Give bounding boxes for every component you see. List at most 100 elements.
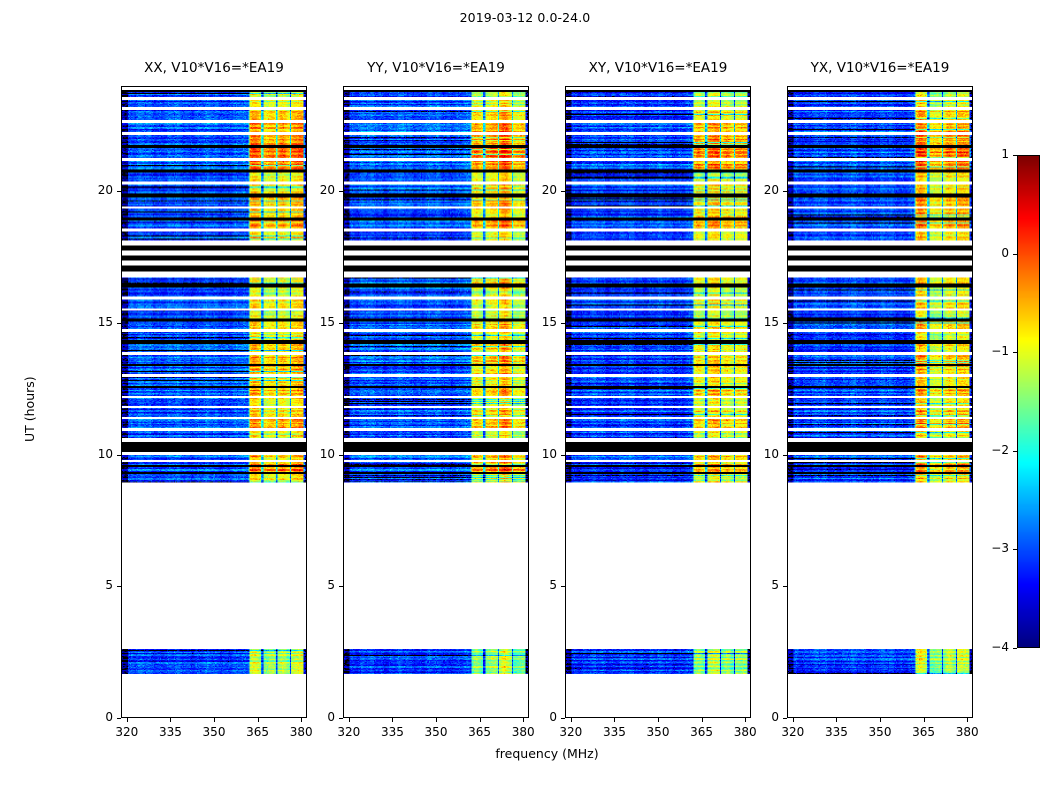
y-tick-mark (783, 718, 787, 719)
y-tick-label: 0 (105, 710, 113, 724)
x-tick-label: 350 (424, 725, 448, 739)
x-tick-label: 320 (781, 725, 805, 739)
waterfall-panel-yy[interactable] (343, 86, 529, 718)
x-tick-label: 365 (468, 725, 492, 739)
y-tick-mark (561, 191, 565, 193)
y-tick-label: 10 (541, 446, 557, 461)
y-tick-label: 0 (549, 710, 557, 724)
colorbar-tick-label: 1 (1001, 147, 1009, 161)
waterfall-panel-xx[interactable] (121, 86, 307, 718)
x-tick-mark (348, 718, 350, 722)
x-tick-mark (967, 718, 969, 722)
panel-title-yy: YY, V10*V16=*EA19 (367, 60, 505, 76)
x-tick-label: 335 (380, 725, 404, 739)
panel-title-xy: XY, V10*V16=*EA19 (588, 60, 728, 76)
y-tick-mark (117, 191, 121, 193)
y-tick-mark (339, 323, 343, 324)
waterfall-image (788, 87, 972, 717)
x-tick-mark (126, 718, 128, 722)
colorbar-tick-mark (1013, 253, 1017, 255)
colorbar-tick-label: 0 (1001, 245, 1009, 260)
colorbar-tick-label: −3 (991, 541, 1009, 556)
y-tick-label: 10 (319, 446, 335, 461)
y-tick-label: 15 (763, 315, 779, 329)
x-tick-label: 320 (337, 725, 361, 739)
x-tick-label: 335 (158, 725, 182, 739)
x-tick-label: 335 (602, 725, 626, 739)
y-tick-label: 10 (97, 446, 113, 461)
colorbar-tick-mark (1013, 648, 1017, 649)
y-tick-label: 20 (319, 183, 335, 198)
x-tick-mark (257, 718, 259, 722)
y-tick-label: 5 (327, 578, 335, 593)
y-tick-label: 20 (541, 183, 557, 198)
y-tick-mark (339, 586, 343, 588)
y-tick-label: 15 (541, 315, 557, 329)
colorbar-tick-mark (1013, 450, 1017, 452)
y-tick-label: 10 (763, 446, 779, 461)
x-tick-label: 380 (955, 725, 979, 739)
x-tick-label: 350 (646, 725, 670, 739)
y-tick-mark (561, 323, 565, 324)
x-tick-mark (570, 718, 572, 722)
y-tick-mark (783, 323, 787, 324)
x-tick-label: 350 (202, 725, 226, 739)
y-tick-label: 5 (771, 578, 779, 593)
waterfall-image (122, 87, 306, 717)
waterfall-panel-yx[interactable] (787, 86, 973, 718)
y-tick-label: 15 (97, 315, 113, 329)
y-tick-mark (783, 191, 787, 193)
colorbar-tick-mark (1013, 352, 1017, 354)
x-tick-mark (701, 718, 703, 722)
y-tick-mark (561, 586, 565, 588)
colorbar-tick-mark (1013, 155, 1017, 156)
figure-suptitle: 2019-03-12 0.0-24.0 (459, 10, 591, 25)
y-tick-mark (339, 454, 343, 456)
y-tick-mark (561, 718, 565, 719)
panel-title-yx: YX, V10*V16=*EA19 (810, 60, 950, 76)
x-tick-mark (880, 718, 881, 722)
y-tick-mark (339, 191, 343, 193)
y-tick-mark (117, 454, 121, 456)
x-tick-label: 365 (246, 725, 270, 739)
colorbar (1017, 155, 1040, 648)
y-tick-label: 0 (327, 710, 335, 724)
x-tick-label: 365 (690, 725, 714, 739)
colorbar-tick-label: −2 (991, 442, 1009, 457)
x-tick-label: 320 (115, 725, 139, 739)
y-tick-mark (117, 586, 121, 588)
panel-title-xx: XX, V10*V16=*EA19 (144, 60, 284, 76)
x-tick-mark (658, 718, 659, 722)
x-tick-label: 320 (559, 725, 583, 739)
x-tick-mark (836, 718, 838, 722)
y-tick-mark (339, 718, 343, 719)
y-tick-label: 5 (549, 578, 557, 593)
x-tick-mark (214, 718, 215, 722)
x-tick-label: 350 (868, 725, 892, 739)
y-tick-label: 5 (105, 578, 113, 593)
y-tick-label: 0 (771, 710, 779, 724)
y-tick-mark (783, 454, 787, 456)
x-tick-label: 380 (733, 725, 757, 739)
x-tick-mark (523, 718, 525, 722)
colorbar-gradient (1018, 156, 1039, 647)
x-axis-label: frequency (MHz) (495, 746, 599, 761)
y-axis-label: UT (hours) (22, 376, 37, 442)
y-tick-label: 20 (763, 183, 779, 198)
x-tick-mark (479, 718, 481, 722)
colorbar-tick-label: −4 (991, 640, 1009, 654)
x-tick-label: 335 (824, 725, 848, 739)
waterfall-image (566, 87, 750, 717)
x-tick-mark (392, 718, 394, 722)
y-tick-mark (117, 718, 121, 719)
colorbar-tick-mark (1013, 549, 1017, 551)
y-tick-label: 15 (319, 315, 335, 329)
x-tick-mark (614, 718, 616, 722)
waterfall-panel-xy[interactable] (565, 86, 751, 718)
x-tick-mark (923, 718, 925, 722)
y-tick-label: 20 (97, 183, 113, 198)
y-tick-mark (561, 454, 565, 456)
x-tick-mark (170, 718, 172, 722)
x-tick-mark (301, 718, 303, 722)
